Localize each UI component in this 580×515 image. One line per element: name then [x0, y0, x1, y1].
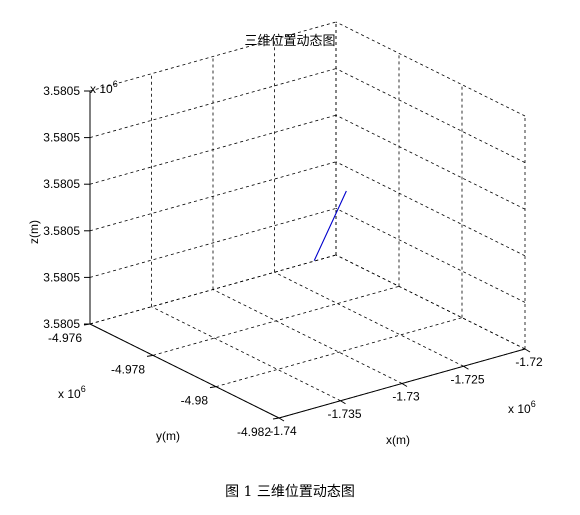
- z-tick-label: 3.5805: [43, 224, 80, 238]
- x-tick-label: -1.74: [269, 424, 297, 438]
- back-wall-gridline: [89, 114, 337, 185]
- x-tick-label: -1.73: [392, 390, 420, 404]
- back-wall-gridline: [89, 21, 337, 92]
- x-tick-mark: [278, 417, 285, 422]
- z-tick-label: 3.5805: [43, 317, 80, 331]
- z-tick-label: 3.5805: [43, 84, 80, 98]
- y-tick-label: -4.978: [111, 362, 145, 376]
- y-tick-mark: [146, 354, 154, 357]
- side-wall-gridline: [335, 254, 526, 350]
- z-tick-label: 3.5805: [43, 177, 80, 191]
- trajectory-line: [313, 190, 347, 261]
- side-wall-gridline: [335, 161, 526, 257]
- tick-layer: -1.74 -1.735 -1.73 -1.725 -1.72 -4.976 -4.978 -…: [43, 84, 543, 439]
- data-layer: [313, 190, 347, 261]
- x-tick-label: -1.72: [515, 355, 543, 369]
- x-exponent: x 106: [508, 399, 536, 416]
- y-tick-label: -4.98: [181, 394, 209, 408]
- x-tick-mark: [401, 383, 408, 387]
- x-tick-label: -1.725: [450, 372, 484, 386]
- x-tick-mark: [463, 365, 469, 370]
- plot-3d: -1.74 -1.735 -1.73 -1.725 -1.72 -4.976 -4.978 -…: [27, 21, 543, 447]
- chart-title: 三维位置动态图: [244, 34, 336, 49]
- y-tick-mark: [209, 386, 217, 389]
- x-axis-label: x(m): [386, 433, 410, 447]
- y-tick-label: -4.982: [237, 425, 271, 439]
- z-tick-label: 3.5805: [43, 131, 80, 145]
- floor-gridline: [274, 271, 464, 367]
- side-wall-gridline: [335, 68, 526, 163]
- side-wall-gridline: [335, 208, 526, 303]
- x-tick-mark: [340, 400, 346, 405]
- y-axis-line: [89, 323, 280, 419]
- x-tick-mark: [524, 348, 531, 353]
- y-tick-mark: [272, 417, 280, 420]
- side-wall-gridline: [335, 114, 526, 210]
- back-wall-gridline: [89, 254, 337, 325]
- figure-caption: 图 1 三维位置动态图: [225, 484, 355, 500]
- z-tick-label: 3.5805: [43, 270, 80, 284]
- z-axis-label: z(m): [27, 220, 41, 244]
- y-axis-label: y(m): [156, 429, 180, 443]
- grid-layer: [89, 21, 526, 419]
- back-wall-gridline: [89, 208, 337, 278]
- y-tick-label: -4.976: [48, 331, 82, 345]
- back-wall-gridline: [89, 68, 337, 138]
- z-exponent: x 106: [90, 79, 118, 96]
- floor-gridline: [152, 285, 400, 356]
- side-wall-gridline: [335, 21, 526, 117]
- back-wall-gridline: [89, 161, 337, 232]
- x-tick-label: -1.735: [327, 407, 361, 421]
- floor-gridline: [151, 306, 341, 402]
- y-exponent: x 106: [58, 384, 86, 401]
- floor-gridline: [212, 289, 403, 384]
- axes-box: [89, 91, 526, 419]
- floor-gridline: [215, 317, 463, 388]
